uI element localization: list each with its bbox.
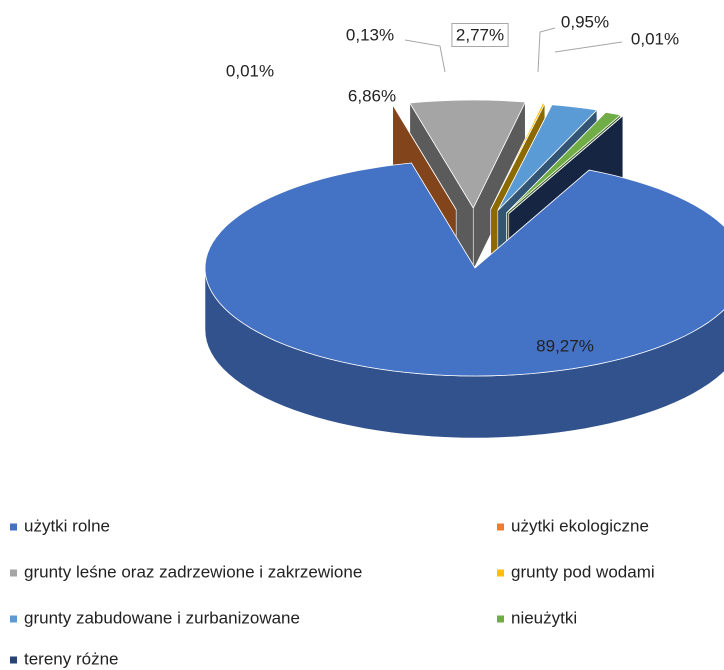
data-label: 6,86% <box>348 86 396 105</box>
legend-label: tereny różne <box>24 649 119 668</box>
legend-label: użytki ekologiczne <box>511 516 649 535</box>
data-label: 2,77% <box>456 25 504 44</box>
slice-top <box>497 104 598 211</box>
legend-marker <box>10 569 17 577</box>
legend-label: grunty pod wodami <box>511 562 655 581</box>
data-label: 0,95% <box>561 12 609 31</box>
slice <box>204 161 724 439</box>
legend-label: nieużytki <box>511 608 577 627</box>
data-label: 0,01% <box>631 29 679 48</box>
data-label: 89,27% <box>536 336 594 355</box>
legend-label: grunty zabudowane i zurbanizowane <box>24 608 300 627</box>
slice-top <box>204 162 724 377</box>
leader-line <box>404 39 446 73</box>
leader-line <box>537 27 556 73</box>
data-label: 0,13% <box>346 25 394 44</box>
legend-marker <box>497 523 504 531</box>
leader-line <box>554 41 623 53</box>
legend-marker <box>497 569 504 577</box>
slice-top <box>506 111 622 214</box>
legend-marker <box>10 523 17 531</box>
slice-top <box>508 115 624 214</box>
slice-top <box>409 99 526 209</box>
legend-label: grunty leśne oraz zadrzewione i zakrzewi… <box>24 562 362 581</box>
legend-marker <box>10 656 17 664</box>
data-label-box <box>451 22 509 47</box>
data-label: 0,01% <box>226 61 274 80</box>
legend-marker <box>10 615 17 623</box>
legend-label: użytki rolne <box>24 516 110 535</box>
legend-marker <box>497 615 504 623</box>
slice-top <box>391 104 457 210</box>
slice-top <box>490 102 546 210</box>
